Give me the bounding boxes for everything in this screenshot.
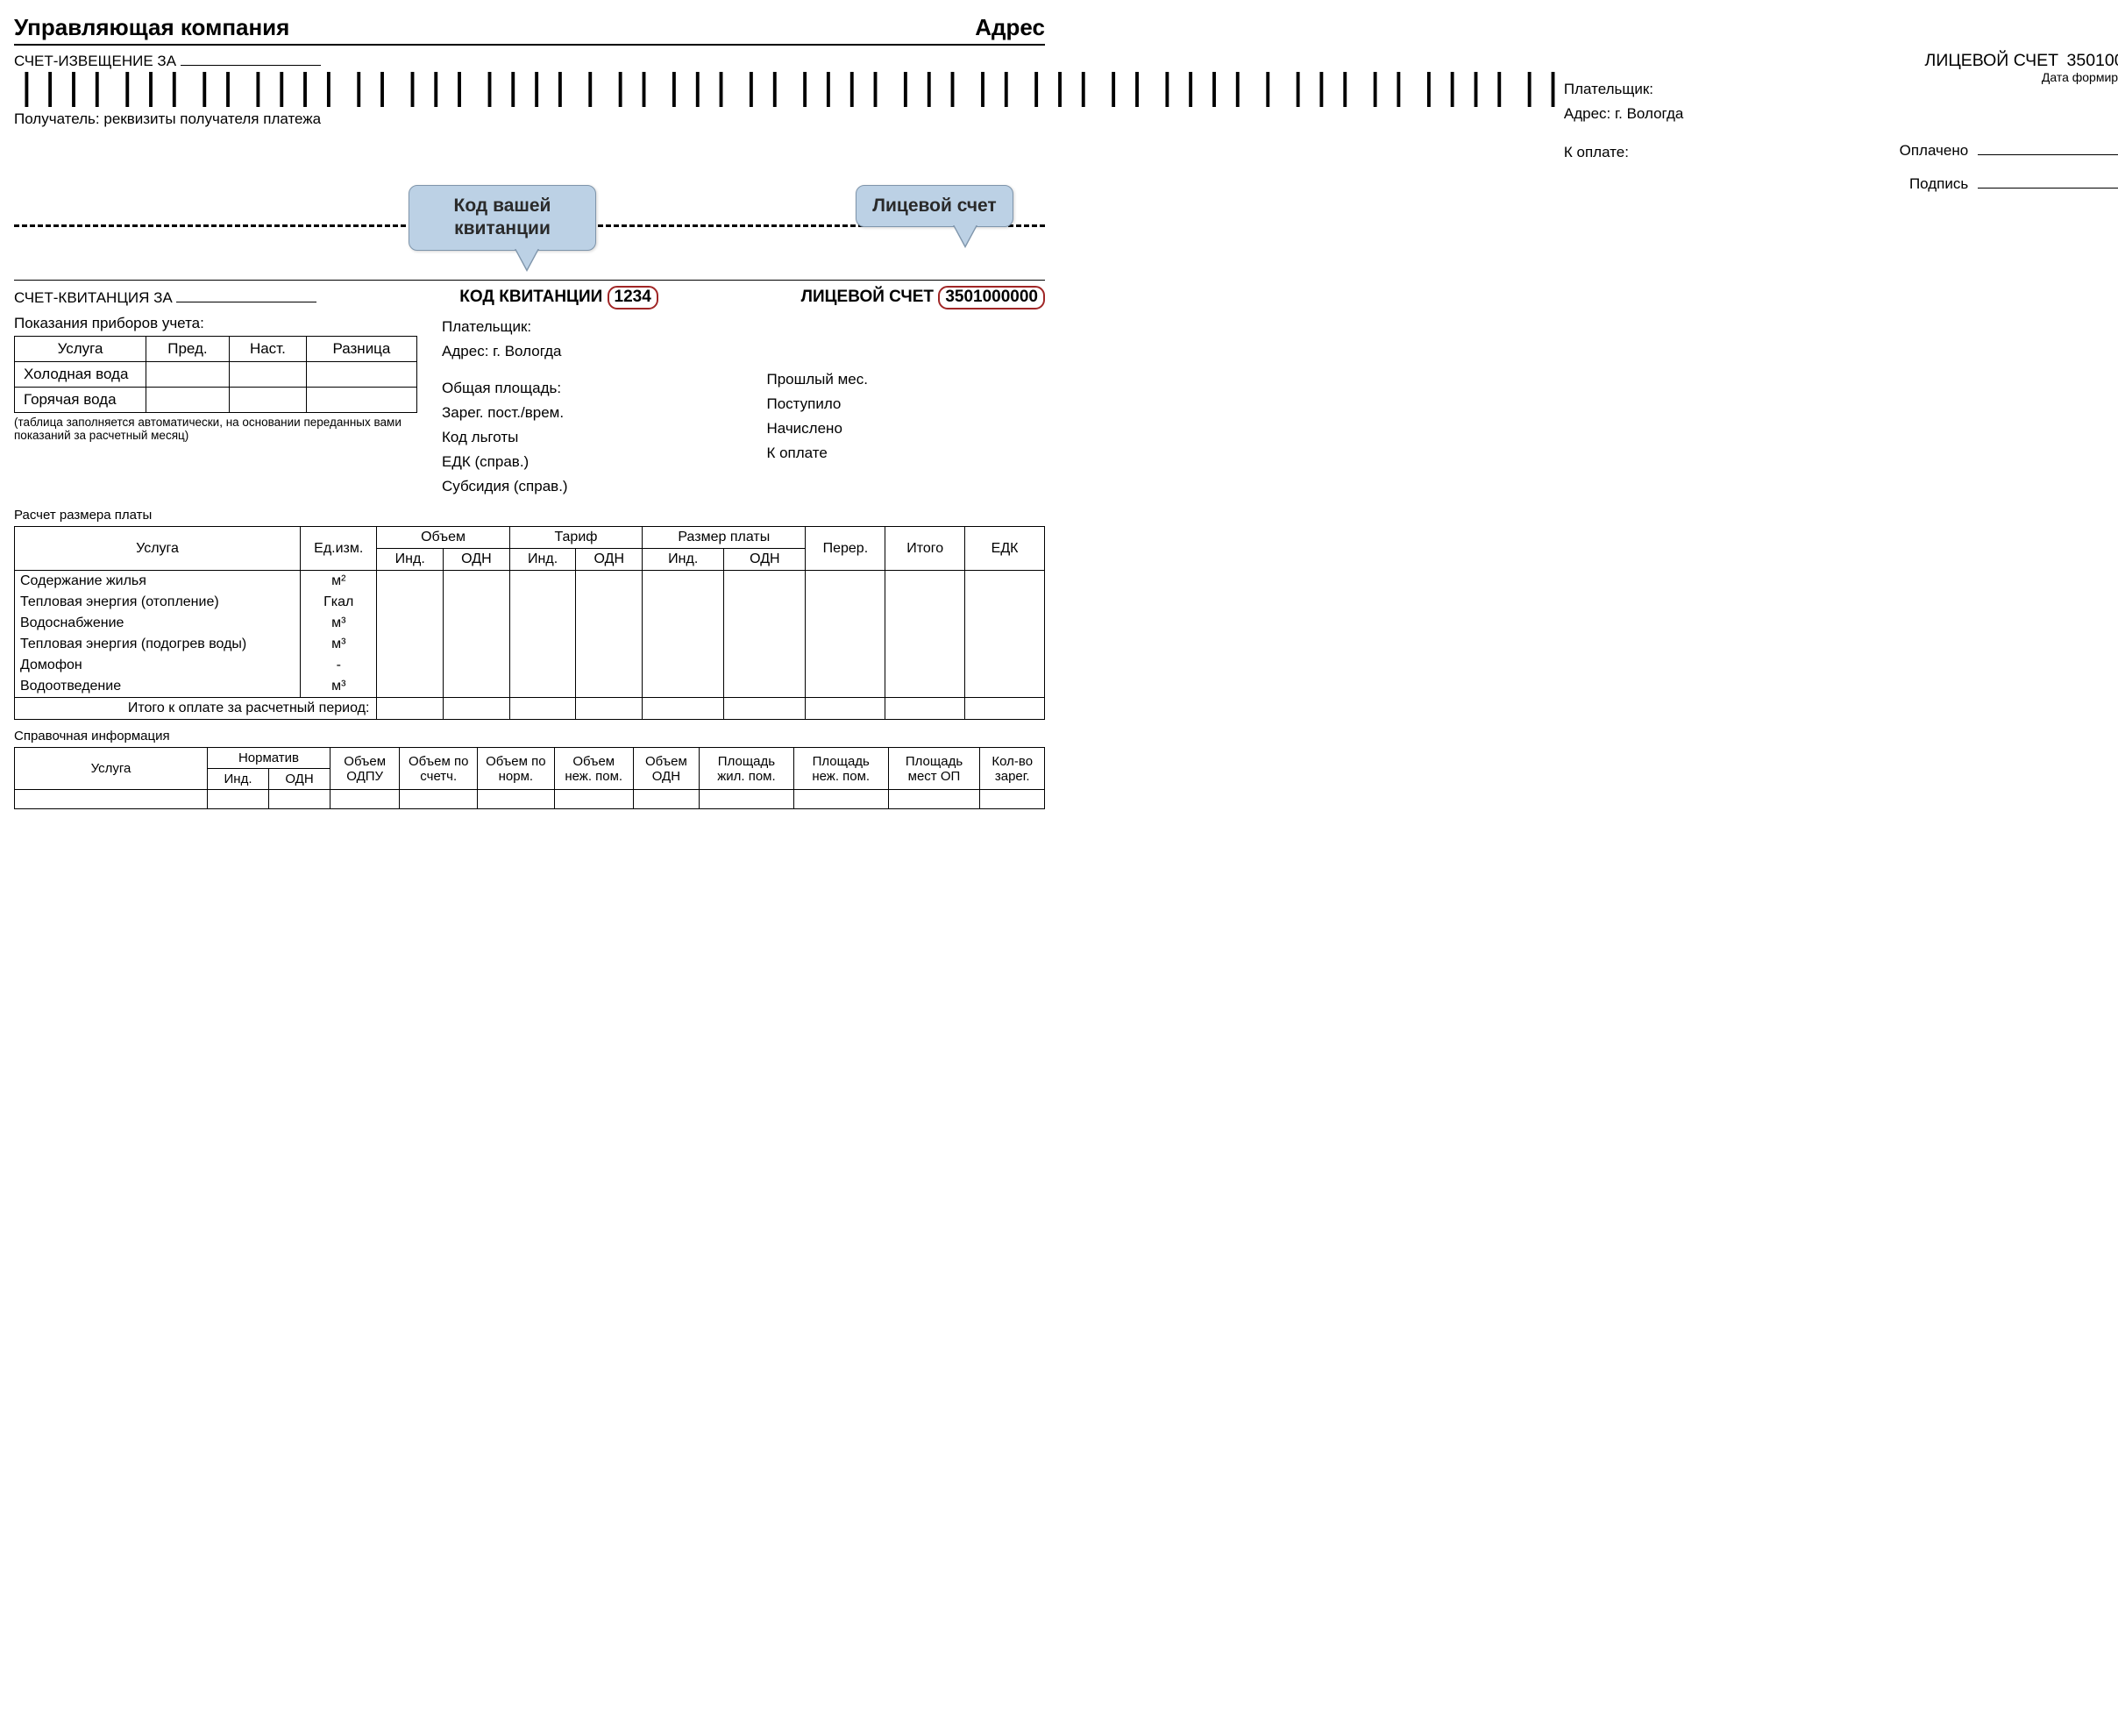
table-row: Содержание жильям² bbox=[15, 571, 1045, 593]
document: Управляющая компания Адрес СЧЕТ-ИЗВЕЩЕНИ… bbox=[14, 14, 1045, 809]
calc-title: Расчет размера платы bbox=[14, 508, 1045, 523]
calc-table: Услуга Ед.изм. Объем Тариф Размер платы … bbox=[14, 526, 1045, 720]
header-row: Управляющая компания Адрес bbox=[14, 14, 1045, 41]
company-title: Управляющая компания bbox=[14, 14, 289, 41]
account-mark: 3501000000 bbox=[938, 286, 1045, 309]
code-mark: 1234 bbox=[608, 286, 658, 309]
meters-label: Показания приборов учета: bbox=[14, 315, 426, 332]
notice-row: СЧЕТ-ИЗВЕЩЕНИЕ ЗА |||| ||| || |||| || ||… bbox=[14, 51, 1045, 193]
sign-line: Подпись bbox=[1873, 174, 2118, 193]
account-line: ЛИЦЕВОЙ СЧЕТ 3501000000 bbox=[1873, 51, 2118, 71]
meter-table: Услуга Пред. Наст. Разница Холодная вода… bbox=[14, 336, 417, 413]
ref-table: Услуга Норматив Объем ОДПУ Объем по счет… bbox=[14, 747, 1045, 809]
blank-line bbox=[181, 51, 321, 66]
receipt-body: Показания приборов учета: Услуга Пред. Н… bbox=[14, 315, 1045, 499]
divider bbox=[14, 280, 1045, 281]
table-row: Тепловая энергия (подогрев воды)м³ bbox=[15, 634, 1045, 655]
ref-title: Справочная информация bbox=[14, 729, 1045, 743]
barcode: |||| ||| || |||| || ||| |||| | || ||| ||… bbox=[14, 72, 1564, 107]
meter-note: (таблица заполняется автоматически, на о… bbox=[14, 416, 422, 443]
payer-label: Плательщик: bbox=[1564, 77, 1873, 102]
divider bbox=[14, 44, 1045, 46]
receipt-title: СЧЕТ-КВИТАНЦИЯ ЗА bbox=[14, 288, 316, 307]
addr-label: Адрес: г. Вологда bbox=[1564, 102, 1873, 126]
paid-line: Оплачено bbox=[1873, 140, 2118, 160]
table-row: Водоснабжением³ bbox=[15, 613, 1045, 634]
code-line: КОД КВИТАНЦИИ 1234 bbox=[459, 286, 658, 309]
address-label: Адрес bbox=[975, 14, 1045, 41]
callout-receipt-code: Код вашей квитанции bbox=[409, 185, 596, 251]
table-row: Домофон- bbox=[15, 655, 1045, 676]
account-line-2: ЛИЦЕВОЙ СЧЕТ 3501000000 bbox=[801, 286, 1045, 309]
receipt-head: СЧЕТ-КВИТАНЦИЯ ЗА КОД КВИТАНЦИИ 1234 ЛИЦ… bbox=[14, 286, 1045, 309]
receiver-line: Получатель: реквизиты получателя платежа bbox=[14, 110, 1564, 128]
table-row: Водоотведением³ bbox=[15, 676, 1045, 698]
date-label: Дата формирования: bbox=[1873, 70, 2118, 84]
callout-account: Лицевой счет bbox=[856, 185, 1013, 227]
to-pay-label: К оплате: bbox=[1564, 140, 1873, 165]
notice-label: СЧЕТ-ИЗВЕЩЕНИЕ ЗА bbox=[14, 51, 1564, 70]
table-row: Тепловая энергия (отопление)Гкал bbox=[15, 592, 1045, 613]
